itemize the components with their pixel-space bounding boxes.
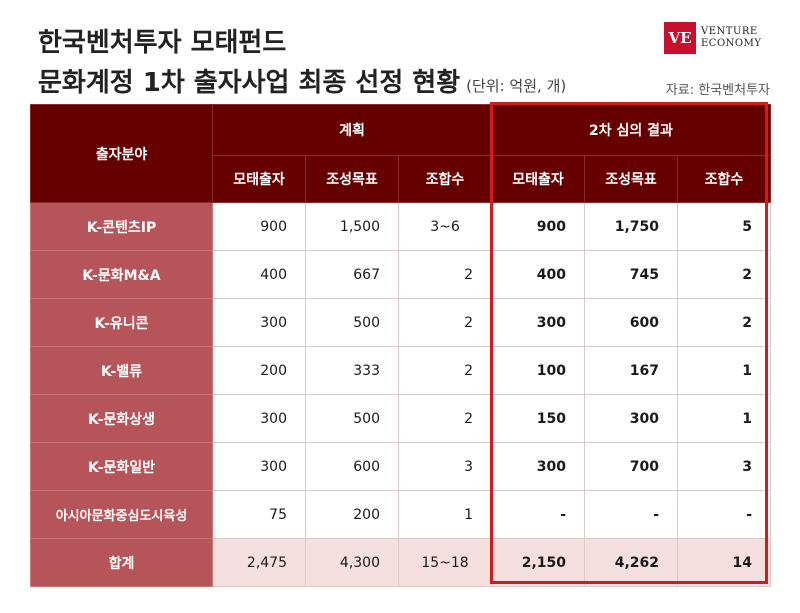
result-target: 600 <box>584 298 678 347</box>
header-plan: 계획 <box>212 104 492 156</box>
plan-target: 600 <box>305 442 399 491</box>
result-funds: 2 <box>677 298 771 347</box>
total-result-target: 4,262 <box>584 538 678 587</box>
plan-target: 200 <box>305 490 399 539</box>
total-result-funds: 14 <box>677 538 771 587</box>
table-row: K-문화M&A 400 667 2 400 745 2 <box>30 250 771 299</box>
plan-target: 667 <box>305 250 399 299</box>
subtitle-text: 문화계정 1차 출자사업 최종 선정 현황 <box>38 68 461 98</box>
result-funds: 3 <box>677 442 771 491</box>
logo-line2: ECONOMY <box>701 38 762 49</box>
source-note: 자료: 한국벤처투자 <box>665 83 770 98</box>
result-funds: 1 <box>677 346 771 395</box>
header-result-col2: 조성목표 <box>584 155 678 203</box>
page-title: 한국벤처투자 모태펀드 <box>38 28 287 58</box>
header-field: 출자분야 <box>30 104 213 203</box>
plan-target: 500 <box>305 298 399 347</box>
result-funds: - <box>677 490 771 539</box>
plan-investment: 400 <box>212 250 306 299</box>
total-plan-target: 4,300 <box>305 538 399 587</box>
result-investment: 150 <box>491 394 585 443</box>
result-investment: 900 <box>491 202 585 251</box>
plan-investment: 75 <box>212 490 306 539</box>
result-target: 300 <box>584 394 678 443</box>
result-investment: 100 <box>491 346 585 395</box>
logo-line1: VENTURE <box>701 26 758 37</box>
plan-funds: 2 <box>398 298 492 347</box>
result-investment: 300 <box>491 442 585 491</box>
row-label: K-문화M&A <box>30 250 213 299</box>
plan-funds: 1 <box>398 490 492 539</box>
plan-funds: 2 <box>398 250 492 299</box>
logo-mark: VE <box>664 22 696 54</box>
plan-funds: 2 <box>398 394 492 443</box>
row-label: K-밸류 <box>30 346 213 395</box>
selection-table: 출자분야 계획 2차 심의 결과 모태출자 조성목표 조합수 모태출자 조성목표… <box>30 104 771 587</box>
result-funds: 1 <box>677 394 771 443</box>
total-plan-investment: 2,475 <box>212 538 306 587</box>
table-row: 아시아문화중심도시육성 75 200 1 - - - <box>30 490 771 539</box>
plan-investment: 300 <box>212 298 306 347</box>
plan-funds: 2 <box>398 346 492 395</box>
total-label: 합계 <box>30 538 213 587</box>
result-funds: 5 <box>677 202 771 251</box>
table-row: K-콘텐츠IP 900 1,500 3~6 900 1,750 5 <box>30 202 771 251</box>
plan-target: 500 <box>305 394 399 443</box>
result-target: - <box>584 490 678 539</box>
result-funds: 2 <box>677 250 771 299</box>
header-result: 2차 심의 결과 <box>491 104 771 156</box>
plan-funds: 3 <box>398 442 492 491</box>
page-subtitle: 문화계정 1차 출자사업 최종 선정 현황 (단위: 억원, 개) <box>38 62 566 99</box>
plan-investment: 900 <box>212 202 306 251</box>
total-row: 합계 2,475 4,300 15~18 2,150 4,262 14 <box>30 538 771 587</box>
plan-funds: 3~6 <box>398 202 492 251</box>
total-result-investment: 2,150 <box>491 538 585 587</box>
plan-investment: 300 <box>212 394 306 443</box>
header-plan-col3: 조합수 <box>398 155 492 203</box>
table-row: K-문화일반 300 600 3 300 700 3 <box>30 442 771 491</box>
table-row: K-문화상생 300 500 2 150 300 1 <box>30 394 771 443</box>
row-label: K-콘텐츠IP <box>30 202 213 251</box>
row-label: K-문화일반 <box>30 442 213 491</box>
logo-wordmark: VENTURE ECONOMY <box>701 26 761 50</box>
row-label: K-유니콘 <box>30 298 213 347</box>
result-investment: - <box>491 490 585 539</box>
header-plan-col2: 조성목표 <box>305 155 399 203</box>
header-result-col3: 조합수 <box>677 155 771 203</box>
plan-investment: 300 <box>212 442 306 491</box>
total-plan-funds: 15~18 <box>398 538 492 587</box>
plan-investment: 200 <box>212 346 306 395</box>
table-row: K-밸류 200 333 2 100 167 1 <box>30 346 771 395</box>
result-target: 700 <box>584 442 678 491</box>
brand-logo: VE VENTURE ECONOMY <box>664 22 761 54</box>
unit-label: (단위: 억원, 개) <box>466 77 567 95</box>
plan-target: 1,500 <box>305 202 399 251</box>
header-plan-col1: 모태출자 <box>212 155 306 203</box>
result-investment: 300 <box>491 298 585 347</box>
result-target: 167 <box>584 346 678 395</box>
result-investment: 400 <box>491 250 585 299</box>
result-target: 745 <box>584 250 678 299</box>
row-label: K-문화상생 <box>30 394 213 443</box>
table-row: K-유니콘 300 500 2 300 600 2 <box>30 298 771 347</box>
header-result-col1: 모태출자 <box>491 155 585 203</box>
plan-target: 333 <box>305 346 399 395</box>
result-target: 1,750 <box>584 202 678 251</box>
row-label: 아시아문화중심도시육성 <box>30 490 213 539</box>
